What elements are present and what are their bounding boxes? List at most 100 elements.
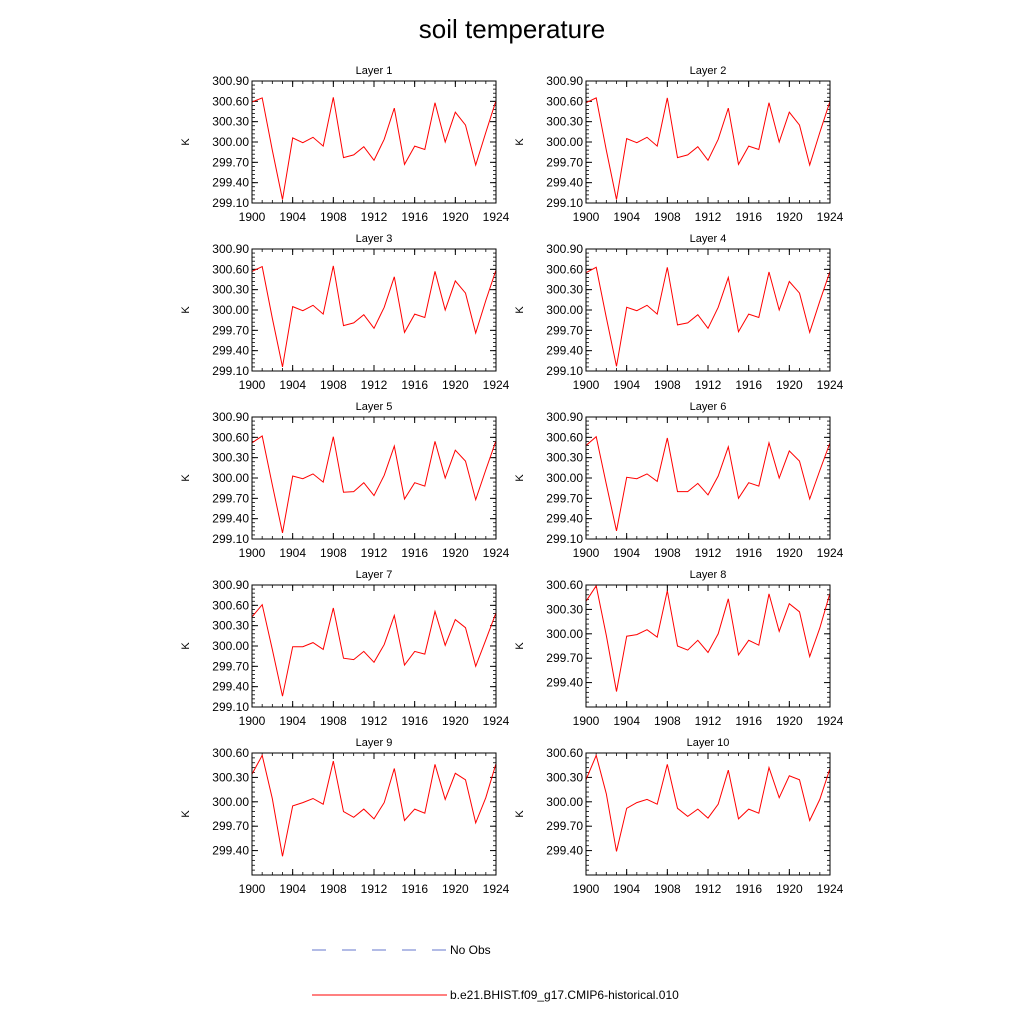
x-tick-label: 1920 [776, 714, 803, 728]
y-tick-label: 300.60 [212, 262, 249, 276]
x-tick-label: 1916 [735, 378, 762, 392]
x-tick-label: 1916 [735, 210, 762, 224]
plot-frame [251, 584, 497, 708]
plot-frame [251, 752, 497, 876]
y-tick-label: 299.70 [212, 155, 249, 169]
series-line [585, 266, 831, 367]
series-line [251, 754, 497, 857]
y-axis-label: K [514, 810, 526, 818]
y-tick-label: 300.00 [546, 795, 583, 809]
x-tick-label: 1924 [817, 378, 844, 392]
y-axis-label: K [514, 642, 526, 650]
y-tick-label: 299.40 [212, 176, 249, 190]
y-tick-label: 300.30 [546, 115, 583, 129]
plot-frame [251, 416, 497, 540]
x-tick-label: 1920 [776, 210, 803, 224]
y-tick-label: 300.30 [212, 770, 249, 784]
y-axis-label: K [514, 138, 526, 146]
x-tick-label: 1920 [776, 378, 803, 392]
y-tick-label: 300.60 [212, 94, 249, 108]
y-axis-label: K [514, 306, 526, 314]
x-tick-label: 1912 [361, 210, 388, 224]
y-tick-label: 299.70 [212, 323, 249, 337]
y-tick-label: 299.40 [212, 512, 249, 526]
x-tick-label: 1924 [483, 714, 510, 728]
x-tick-label: 1916 [401, 882, 428, 896]
y-tick-label: 299.40 [546, 676, 583, 690]
x-tick-label: 1920 [442, 714, 469, 728]
y-tick-label: 299.70 [212, 659, 249, 673]
x-tick-label: 1924 [817, 882, 844, 896]
x-tick-label: 1900 [239, 714, 266, 728]
y-tick-label: 300.60 [546, 262, 583, 276]
series-line [585, 435, 831, 532]
plot-frame [585, 80, 831, 204]
x-tick-label: 1904 [613, 546, 640, 560]
y-axis-label: K [180, 306, 192, 314]
panel-title: Layer 3 [356, 233, 393, 245]
x-tick-label: 1924 [483, 546, 510, 560]
x-tick-label: 1904 [279, 210, 306, 224]
legend: No Obs b.e21.BHIST.f09_g17.CMIP6-historic… [312, 943, 679, 1002]
legend-label-no-obs: No Obs [450, 943, 491, 957]
y-axis-label: K [180, 138, 192, 146]
panel-layer-6: Layer 6 K 1900 1904 1908 1912 1916 1920 1924 299.… [514, 401, 844, 560]
x-tick-label: 1912 [361, 378, 388, 392]
panel-title: Layer 9 [356, 737, 393, 749]
y-tick-label: 300.00 [212, 639, 249, 653]
x-tick-label: 1908 [320, 546, 347, 560]
y-tick-label: 300.00 [546, 627, 583, 641]
x-tick-label: 1904 [613, 378, 640, 392]
x-tick-label: 1904 [613, 882, 640, 896]
y-tick-label: 300.60 [212, 598, 249, 612]
y-tick-label: 300.60 [546, 94, 583, 108]
series-line [585, 584, 831, 692]
series-line [251, 265, 497, 368]
panel-title: Layer 6 [690, 401, 727, 413]
y-tick-label: 299.10 [212, 196, 249, 210]
x-tick-label: 1912 [695, 882, 722, 896]
x-tick-label: 1912 [695, 714, 722, 728]
y-tick-label: 300.30 [546, 770, 583, 784]
y-tick-label: 299.70 [546, 155, 583, 169]
x-tick-label: 1920 [442, 546, 469, 560]
y-tick-label: 300.30 [212, 115, 249, 129]
x-tick-label: 1900 [239, 210, 266, 224]
x-tick-label: 1904 [279, 882, 306, 896]
x-tick-label: 1904 [279, 378, 306, 392]
panel-title: Layer 10 [687, 737, 730, 749]
y-tick-label: 300.90 [546, 242, 583, 256]
x-tick-label: 1924 [817, 210, 844, 224]
x-tick-label: 1904 [613, 714, 640, 728]
x-tick-label: 1924 [483, 378, 510, 392]
panel-layer-1: Layer 1 K 1900 1904 1908 1912 1916 1920 1924 299.… [180, 65, 510, 224]
y-tick-label: 299.40 [546, 844, 583, 858]
y-tick-label: 299.70 [546, 819, 583, 833]
x-tick-label: 1912 [361, 714, 388, 728]
x-tick-label: 1912 [361, 546, 388, 560]
y-tick-label: 300.30 [212, 451, 249, 465]
y-tick-label: 300.60 [546, 578, 583, 592]
panel-layer-4: Layer 4 K 1900 1904 1908 1912 1916 1920 1924 299.… [514, 233, 844, 392]
x-tick-label: 1908 [320, 714, 347, 728]
y-tick-label: 299.10 [212, 532, 249, 546]
x-tick-label: 1900 [239, 882, 266, 896]
y-tick-label: 299.40 [546, 344, 583, 358]
y-tick-label: 299.70 [546, 491, 583, 505]
panel-layer-8: Layer 8 K 1900 1904 1908 1912 1916 1920 1924 299.… [514, 569, 844, 728]
y-tick-label: 300.00 [212, 303, 249, 317]
x-tick-label: 1912 [361, 882, 388, 896]
panel-title: Layer 1 [356, 65, 393, 77]
x-tick-label: 1908 [320, 882, 347, 896]
x-tick-label: 1920 [776, 882, 803, 896]
x-tick-label: 1924 [483, 210, 510, 224]
x-tick-label: 1912 [695, 210, 722, 224]
y-tick-label: 300.00 [212, 471, 249, 485]
x-tick-label: 1904 [279, 714, 306, 728]
page-title: soil temperature [418, 14, 606, 44]
x-tick-label: 1924 [817, 714, 844, 728]
x-tick-label: 1900 [239, 546, 266, 560]
y-axis-label: K [514, 474, 526, 482]
y-tick-label: 299.10 [546, 364, 583, 378]
